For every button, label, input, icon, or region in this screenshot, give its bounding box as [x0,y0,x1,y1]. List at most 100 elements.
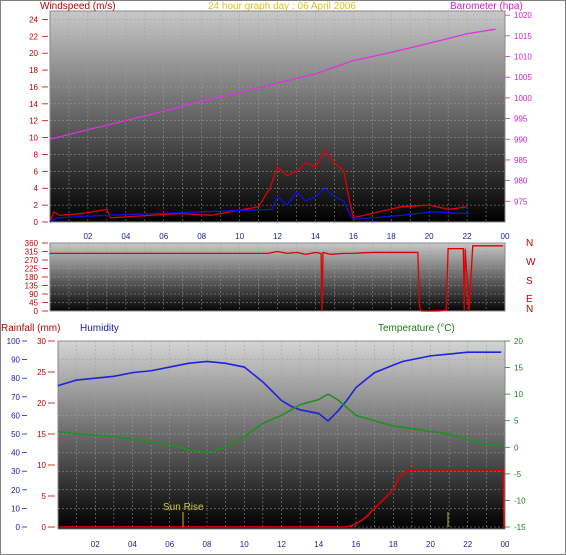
humidity-tick-label: 50 [11,430,20,439]
x-tick-label: 14 [311,232,320,241]
x-tick-label: 20 [425,232,434,241]
rain-tick-label: 15 [37,430,46,439]
humidity-tick-label: 80 [11,374,20,383]
y-tick-label: 0 [34,307,39,316]
humidity-tick-label: 40 [11,449,20,458]
y-tick-label: 135 [25,282,39,291]
y2-tick-label: 980 [514,177,528,186]
y-tick-label: 315 [25,248,39,257]
y-tick-label: 4 [34,184,39,193]
y2-tick-label: 1005 [514,73,532,82]
x-tick-label: 12 [273,232,282,241]
y2-tick-label: 990 [514,135,528,144]
y-tick-label: 360 [25,239,39,248]
x-tick-label: 10 [235,232,244,241]
windspeed-axis-label: Windspeed (m/s) [40,1,116,12]
y-tick-label: 8 [34,150,39,159]
x-tick-label: 18 [389,540,398,549]
series-line [49,187,470,223]
rain-tick-label: 0 [42,523,47,532]
x-tick-label: 00 [501,232,510,241]
rain-tick-label: 20 [37,399,46,408]
temp-tick-label: 20 [514,337,523,346]
temp-tick-label: 15 [514,364,523,373]
x-tick-label: 14 [314,540,323,549]
x-tick-label: 04 [128,540,137,549]
rain-tick-label: 5 [42,492,47,501]
y-tick-label: 90 [29,290,38,299]
x-tick-label: 04 [121,232,130,241]
barometer-axis-label: Barometer (hpa) [450,1,523,12]
x-tick-label: 16 [349,232,358,241]
x-tick-label: 22 [463,232,472,241]
y-tick-label: 16 [29,83,38,92]
series-line [49,28,496,140]
y-tick-label: 18 [29,66,38,75]
y2-tick-label: 1020 [514,11,532,20]
y-tick-label: 45 [29,299,38,308]
y-tick-label: 22 [29,32,38,41]
y-tick-label: 10 [29,134,38,143]
y-tick-label: 225 [25,265,39,274]
wind-direction-line [50,245,504,312]
compass-label: N [526,238,533,249]
y2-tick-label: 985 [514,156,528,165]
temp-tick-label: -5 [514,470,522,479]
humidity-tick-label: 20 [11,486,20,495]
x-tick-label: 12 [277,540,286,549]
x-tick-label: 18 [387,232,396,241]
y-tick-label: 2 [34,201,39,210]
y-tick-label: 24 [29,15,38,24]
temp-tick-label: 0 [514,443,519,452]
y-tick-label: 0 [34,218,39,227]
humidity-tick-label: 90 [11,356,20,365]
temperature-line [57,393,502,454]
y-tick-label: 12 [29,117,38,126]
rain-tick-label: 25 [37,368,46,377]
humidity-line [57,351,502,423]
x-tick-label: 02 [83,232,92,241]
rainfall-axis-label: Rainfall (mm) [1,323,60,334]
humidity-tick-label: 10 [11,504,20,513]
compass-label: E [526,294,533,305]
humidity-tick-label: 100 [7,337,21,346]
x-tick-label: 02 [91,540,100,549]
x-tick-label: 16 [352,540,361,549]
y2-tick-label: 1000 [514,94,532,103]
compass-label: S [526,276,533,287]
y2-tick-label: 1010 [514,53,532,62]
y-tick-label: 6 [34,167,39,176]
x-tick-label: 22 [463,540,472,549]
temp-tick-label: -15 [514,523,526,532]
y2-tick-label: 1015 [514,32,532,41]
humidity-tick-label: 0 [16,523,21,532]
rain-tick-label: 30 [37,337,46,346]
x-tick-label: 20 [426,540,435,549]
humidity-axis-label: Humidity [80,323,119,334]
humidity-tick-label: 70 [11,393,20,402]
temperature-axis-label: Temperature (°C) [378,323,455,334]
series-line [49,149,468,223]
humidity-tick-label: 60 [11,411,20,420]
temp-tick-label: 10 [514,390,523,399]
y2-tick-label: 995 [514,115,528,124]
y-tick-label: 180 [25,273,39,282]
compass-label: N [526,304,533,315]
humidity-tick-label: 30 [11,467,20,476]
y-tick-label: 14 [29,100,38,109]
x-tick-label: 08 [197,232,206,241]
temp-tick-label: -10 [514,496,526,505]
y2-tick-label: 975 [514,197,528,206]
temp-tick-label: 5 [514,417,519,426]
rain-tick-label: 10 [37,461,46,470]
sunrise-annotation: Sun Rise [163,502,204,513]
x-tick-label: 08 [203,540,212,549]
rainfall-line [58,469,505,528]
x-tick-label: 06 [165,540,174,549]
y-tick-label: 20 [29,49,38,58]
x-tick-label: 06 [159,232,168,241]
compass-label: W [526,257,536,268]
x-tick-label: 10 [240,540,249,549]
y-tick-label: 270 [25,256,39,265]
